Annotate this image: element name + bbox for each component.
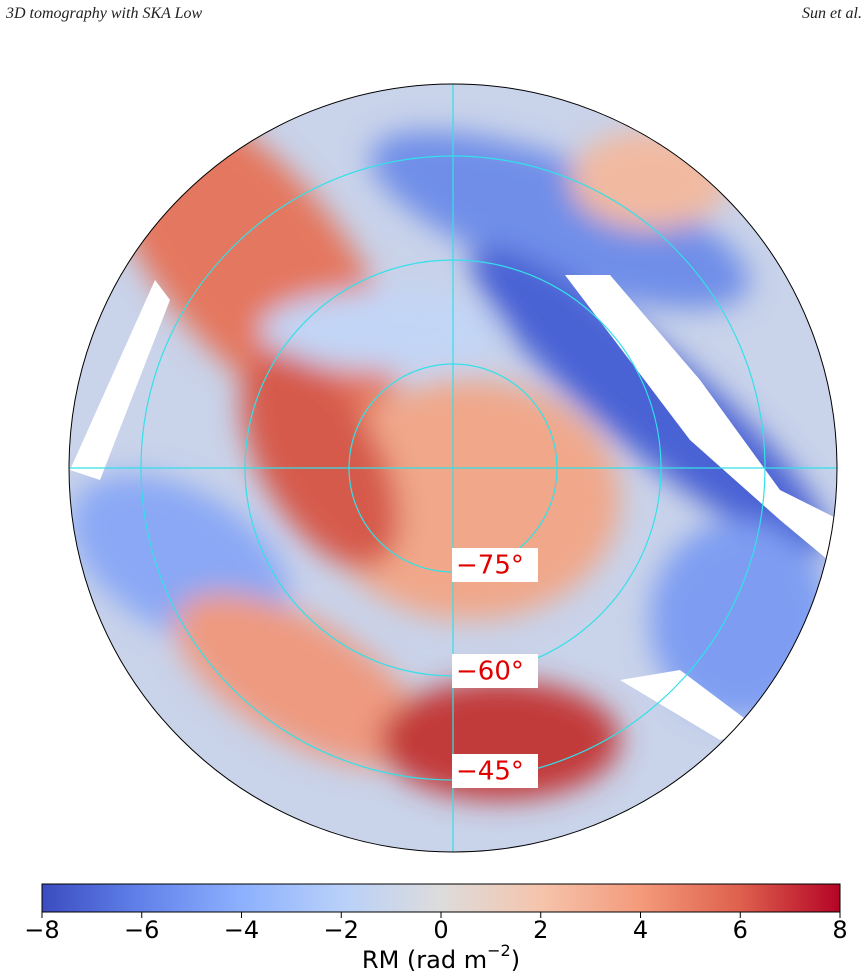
tick-label: −6 <box>124 916 159 944</box>
tick-label: 6 <box>733 916 748 944</box>
running-head: 3D tomography with SKA Low <box>6 5 203 22</box>
label-box <box>452 754 538 788</box>
colorbar-axis: −8 −6 −4 −2 0 2 4 6 8 <box>24 912 848 944</box>
ring-label: −45° <box>456 757 524 787</box>
tick-label: −8 <box>24 916 59 944</box>
tick-label: 8 <box>832 916 847 944</box>
colorbar <box>41 883 841 913</box>
map-border <box>68 83 838 853</box>
colorbar-label: RM (rad m−2) <box>362 941 520 975</box>
tick-label: 2 <box>533 916 548 944</box>
author-head: Sun et al. <box>802 5 862 22</box>
ring-labels: −75° −60° −45° <box>452 548 538 788</box>
label-box <box>452 548 538 582</box>
label-close: ) <box>511 946 520 974</box>
tick-label: 0 <box>433 916 448 944</box>
label-superscript: −2 <box>487 941 511 960</box>
ring-label: −75° <box>456 551 524 581</box>
rm-map <box>69 84 837 852</box>
graticule <box>69 84 837 852</box>
label-box <box>452 654 538 688</box>
tick-label: −2 <box>324 916 359 944</box>
label-text: RM (rad m <box>362 946 487 974</box>
ring-label: −60° <box>456 657 524 687</box>
tick-label: −4 <box>224 916 259 944</box>
tick-label: 4 <box>633 916 648 944</box>
